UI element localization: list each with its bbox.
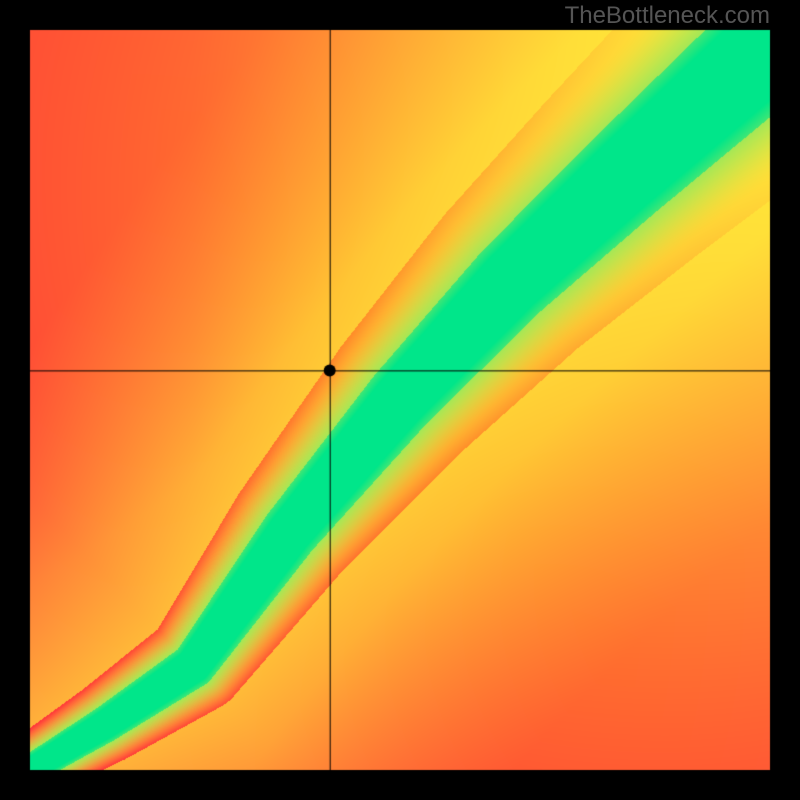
chart-container: TheBottleneck.com [0, 0, 800, 800]
watermark-text: TheBottleneck.com [565, 2, 770, 30]
heatmap-canvas [0, 0, 800, 800]
